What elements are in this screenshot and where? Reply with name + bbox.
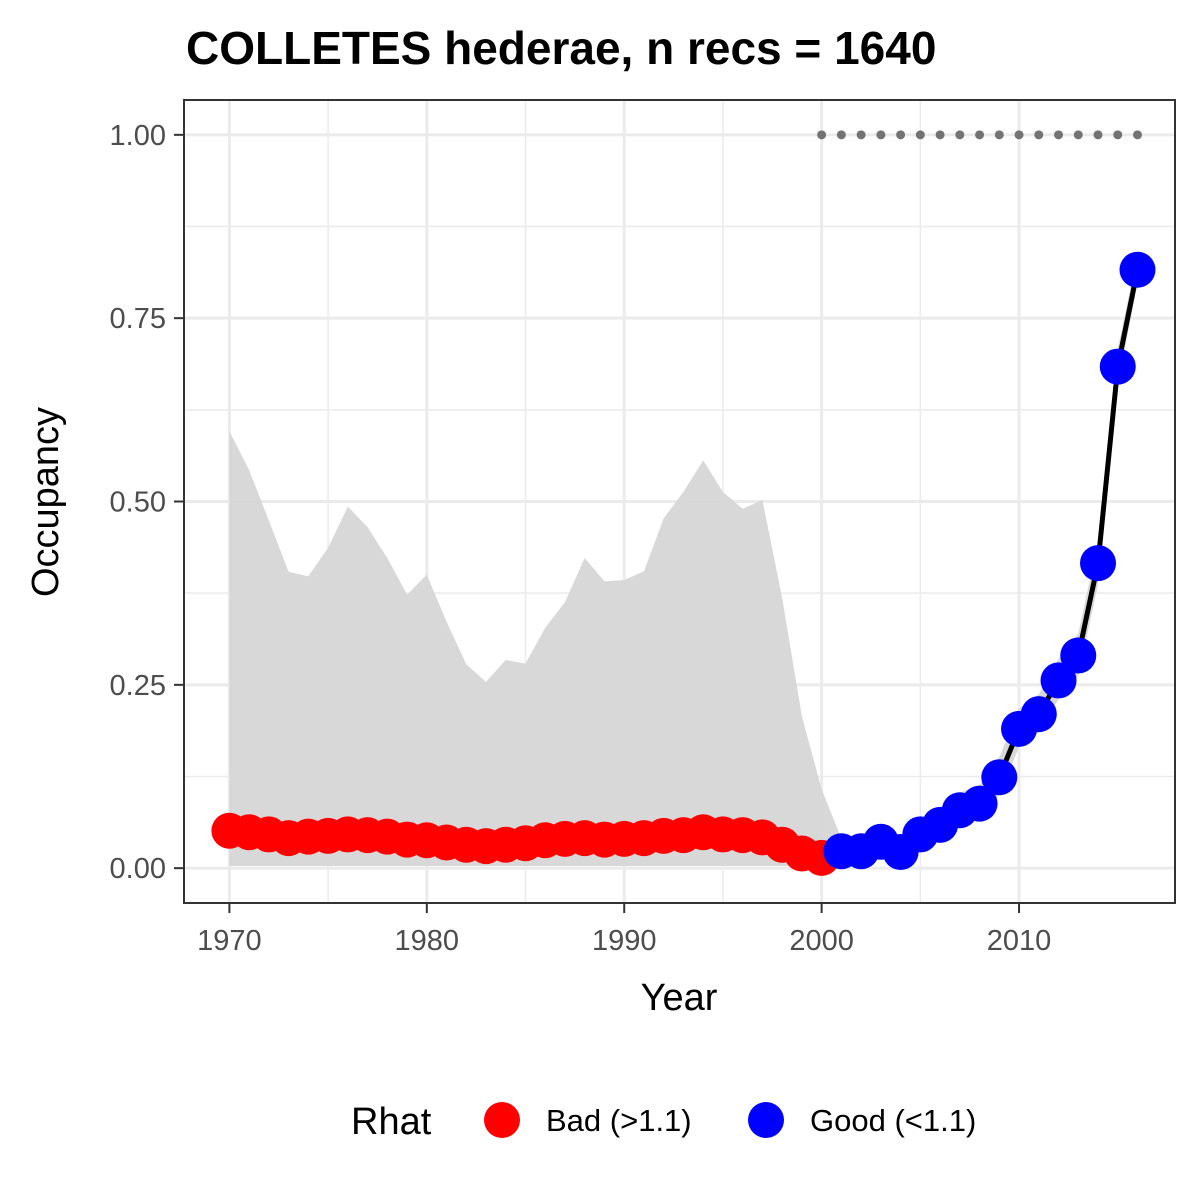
point-good: [1060, 637, 1097, 674]
legend-title: Rhat: [351, 1101, 432, 1143]
reference-dot: [1093, 130, 1103, 140]
y-tick-label: 0.25: [110, 670, 166, 702]
data-points: [211, 251, 1156, 876]
x-tick-label: 1990: [592, 925, 657, 957]
x-tick-label: 2000: [789, 925, 854, 957]
point-good: [1040, 662, 1077, 699]
point-good: [981, 759, 1018, 796]
reference-dot: [1073, 130, 1083, 140]
y-tick-label: 1.00: [110, 120, 166, 152]
reference-dot: [896, 130, 906, 140]
reference-dot: [817, 130, 827, 140]
point-good: [1099, 348, 1136, 385]
reference-dot: [856, 130, 866, 140]
reference-dot: [994, 130, 1004, 140]
point-good: [1119, 251, 1156, 288]
legend: Rhat Bad (>1.1) Good (<1.1): [351, 1101, 976, 1143]
y-tick-label: 0.75: [110, 303, 166, 335]
reference-dot: [955, 130, 965, 140]
ribbon-area: [229, 255, 1138, 867]
legend-key-good: [748, 1102, 784, 1138]
point-good: [1080, 545, 1117, 582]
reference-dot: [836, 130, 846, 140]
reference-dots: [817, 130, 1142, 140]
x-tick-label: 1970: [197, 925, 262, 957]
reference-dot: [915, 130, 925, 140]
reference-dot: [876, 130, 886, 140]
point-good: [961, 785, 998, 822]
y-axis-title: Occupancy: [25, 407, 67, 597]
confidence-ribbon: [229, 255, 1138, 867]
x-axis: 1970 1980 1990 2000 2010: [197, 903, 1051, 957]
x-axis-title: Year: [641, 977, 718, 1019]
reference-dot: [1113, 130, 1123, 140]
x-tick-label: 2010: [987, 925, 1052, 957]
y-tick-label: 0.50: [110, 487, 166, 519]
point-good: [1020, 696, 1057, 733]
reference-dot: [1132, 130, 1142, 140]
legend-label-bad: Bad (>1.1): [546, 1103, 692, 1138]
legend-key-bad: [484, 1102, 520, 1138]
y-tick-label: 0.00: [110, 853, 166, 885]
reference-dot: [1034, 130, 1044, 140]
x-tick-label: 1980: [395, 925, 460, 957]
reference-dot: [1014, 130, 1024, 140]
legend-label-good: Good (<1.1): [810, 1103, 976, 1138]
reference-dot: [1054, 130, 1064, 140]
reference-dot: [935, 130, 945, 140]
y-axis: 0.00 0.25 0.50 0.75 1.00: [110, 120, 184, 885]
chart-title: COLLETES hederae, n recs = 1640: [186, 22, 936, 74]
reference-dot: [975, 130, 985, 140]
